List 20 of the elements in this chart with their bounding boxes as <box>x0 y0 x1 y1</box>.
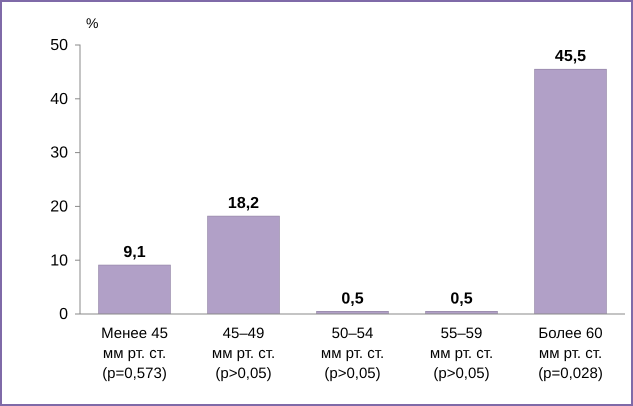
y-tick-label: 20 <box>50 198 68 216</box>
data-label: 9,1 <box>123 244 146 262</box>
y-tick-label: 0 <box>59 306 68 324</box>
y-tick-label: 30 <box>50 144 68 162</box>
data-label: 0,5 <box>450 290 473 308</box>
y-axis-title: % <box>86 15 98 31</box>
bar <box>534 68 607 314</box>
y-tick-label: 40 <box>50 90 68 108</box>
x-tick-label: Менее 45 мм рт. ст. (p=0,573) <box>101 325 168 382</box>
data-label: 0,5 <box>341 290 364 308</box>
x-tick-label: 55–59 мм рт. ст. (p>0,05) <box>430 325 494 382</box>
x-tick-label: 50–54 мм рт. ст. (p>0,05) <box>320 325 384 382</box>
data-label: 45,5 <box>554 48 586 66</box>
data-label: 18,2 <box>228 195 260 212</box>
x-tick-label: 45–49 мм рт. ст. (p>0,05) <box>212 325 276 382</box>
y-tick-label: 10 <box>50 252 68 270</box>
y-tick-label: 50 <box>50 37 68 54</box>
x-tick-label: Более 60 мм рт. ст. (p=0,028) <box>538 325 603 382</box>
bar <box>207 216 280 314</box>
bar <box>98 264 171 314</box>
